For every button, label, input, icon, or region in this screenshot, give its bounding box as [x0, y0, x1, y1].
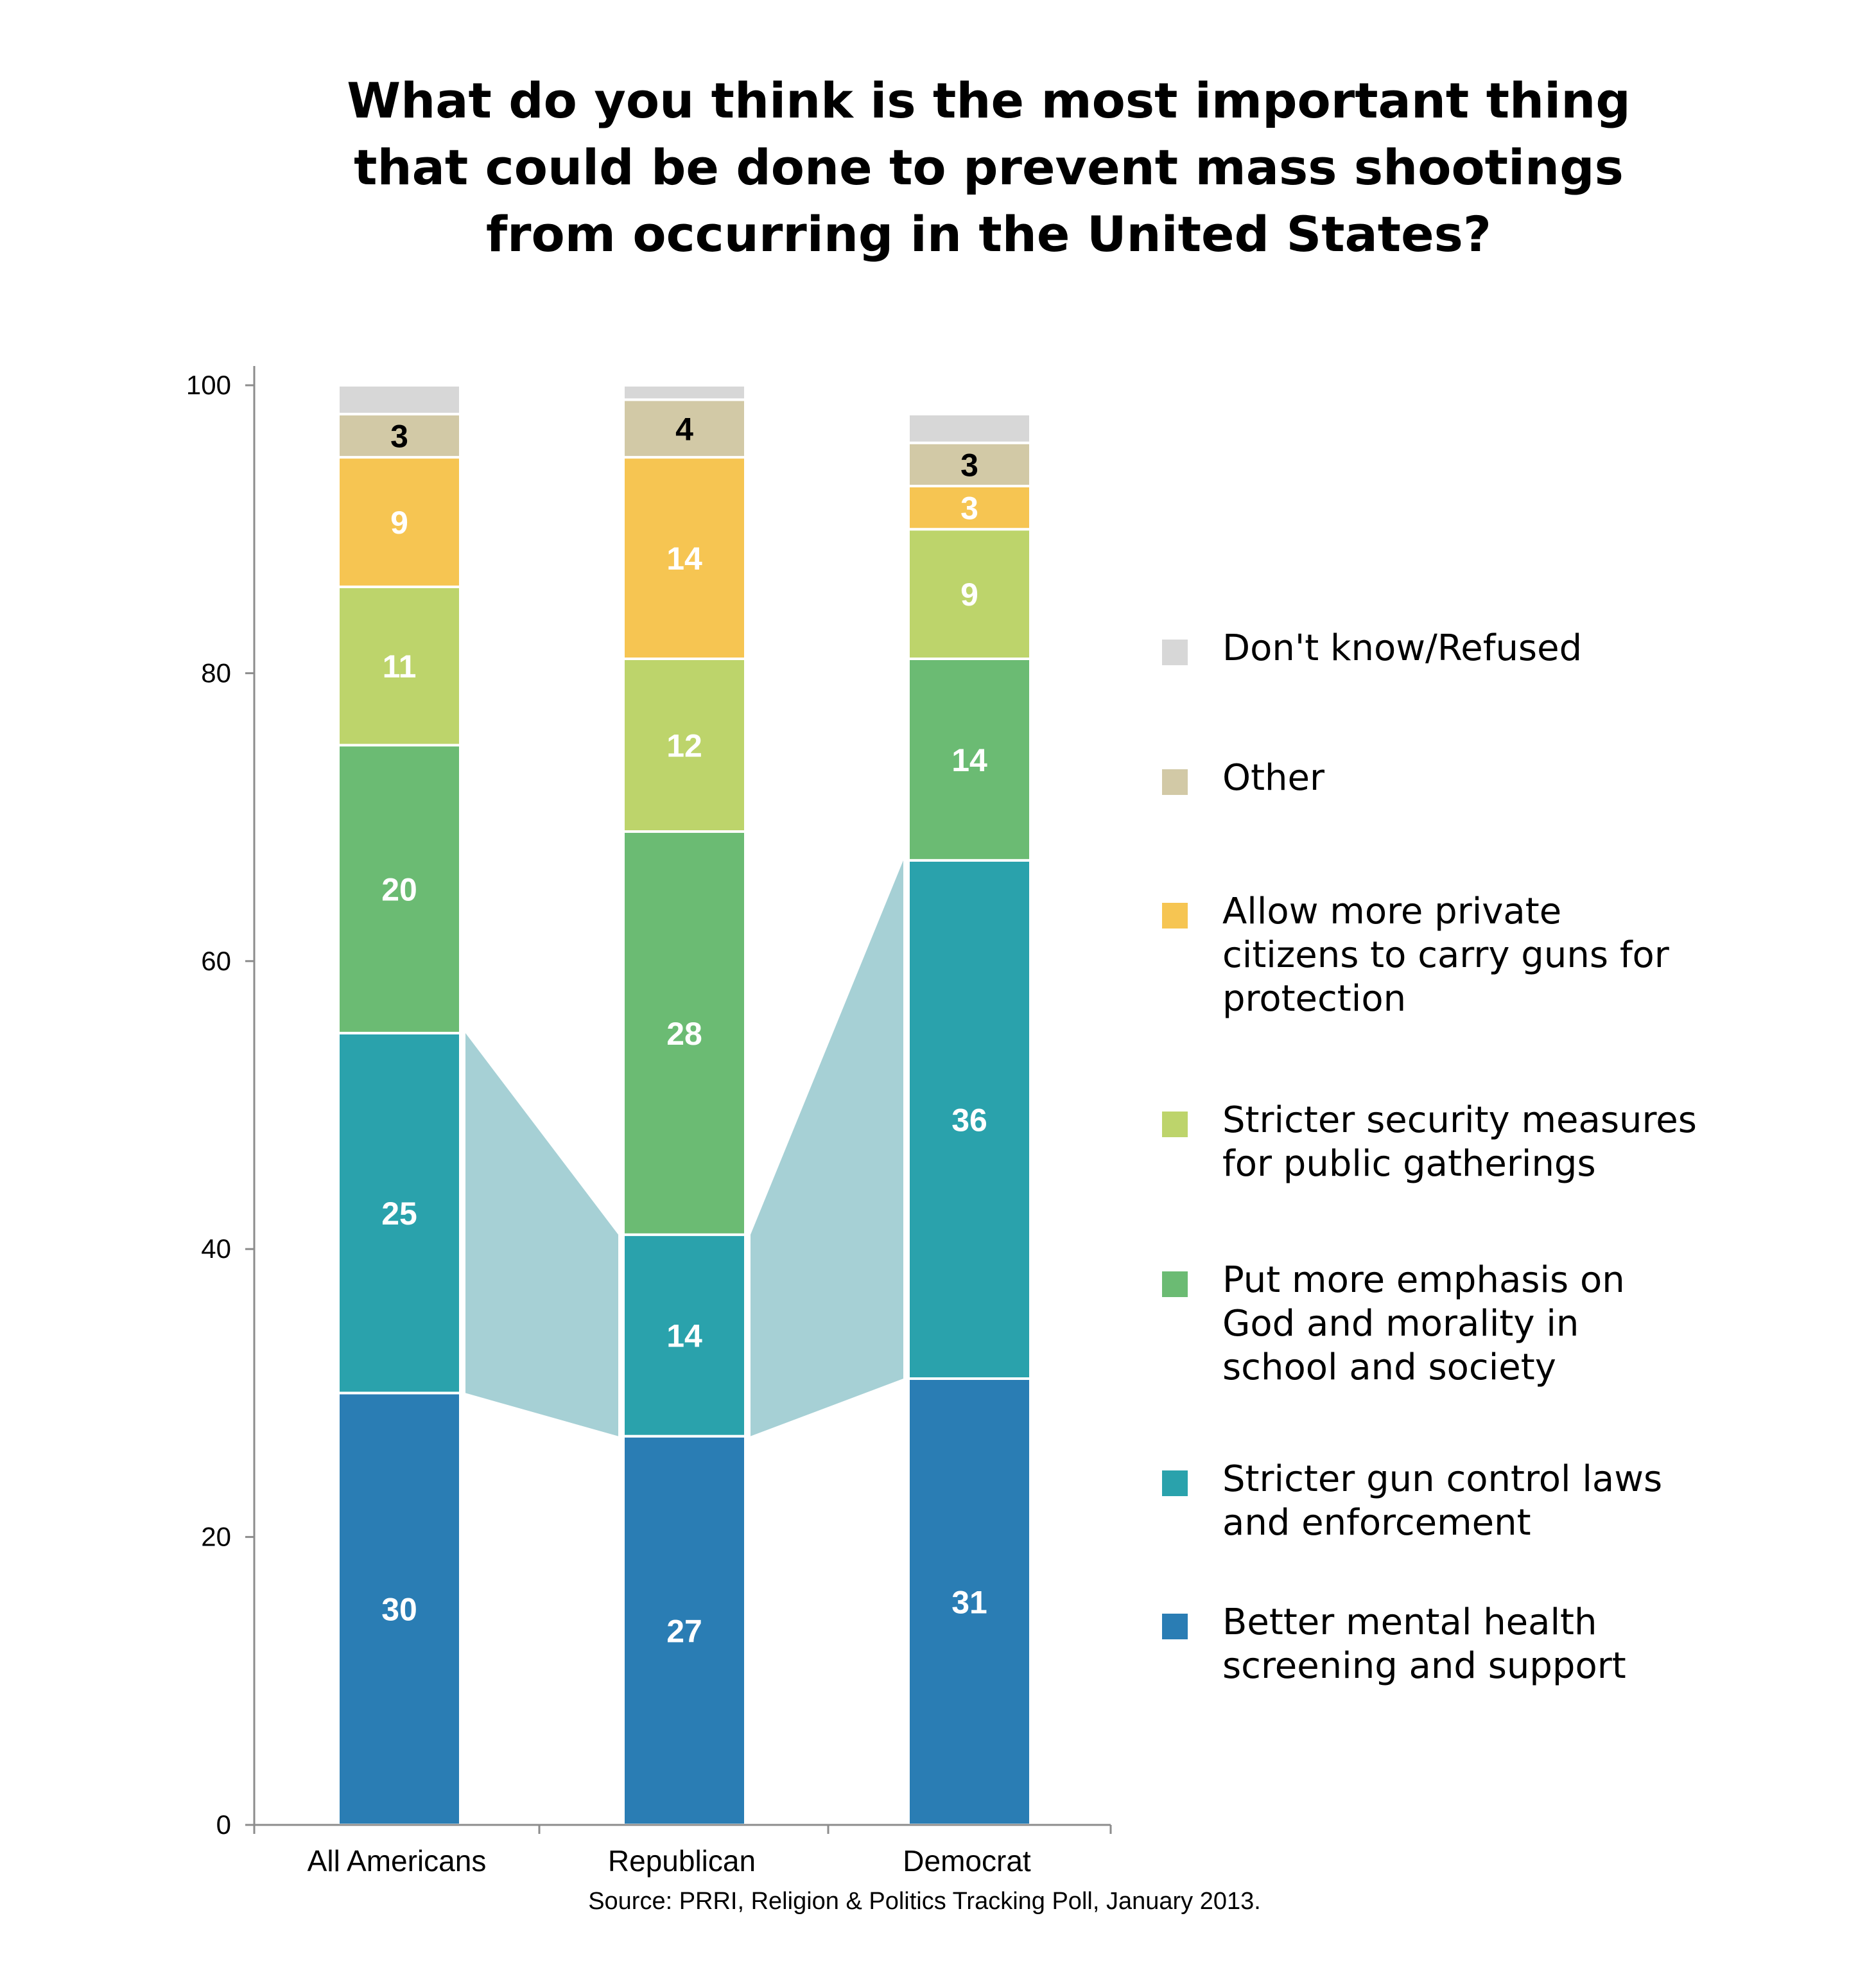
data-label: 31: [951, 1584, 987, 1620]
legend-label-line: Other: [1222, 757, 1325, 799]
bar-segment: [622, 398, 747, 459]
chart-title: What do you think is the most important …: [0, 67, 1849, 268]
chart-title-line: What do you think is the most important …: [347, 72, 1631, 129]
data-label: 30: [381, 1592, 417, 1628]
x-tick-label: All Americans: [308, 1844, 487, 1878]
legend-label-line: screening and support: [1222, 1645, 1626, 1687]
legend-swatch: [1162, 1470, 1188, 1496]
data-label: 20: [381, 872, 417, 908]
bar-segment: [907, 859, 1032, 1380]
y-tick-label: 0: [216, 1809, 231, 1840]
legend-label-line: citizens to carry guns for: [1222, 934, 1669, 976]
data-label: 36: [951, 1102, 987, 1138]
highlight-connector: [465, 1033, 618, 1436]
legend-swatch: [1162, 769, 1188, 795]
legend-label-line: protection: [1222, 978, 1407, 1020]
x-tick-label: Democrat: [903, 1844, 1031, 1878]
y-tick-label: 100: [186, 370, 231, 400]
data-label: 9: [390, 505, 408, 541]
bar-segment: [337, 1391, 462, 1826]
legend-swatch: [1162, 1271, 1188, 1297]
y-tick-label: 40: [201, 1234, 231, 1264]
data-label: 3: [390, 418, 408, 454]
data-label: 14: [666, 1318, 702, 1354]
legend-label-line: and enforcement: [1222, 1502, 1531, 1544]
legend-swatch: [1162, 640, 1188, 665]
data-label: 28: [666, 1016, 702, 1052]
legend-label-line: God and morality in: [1222, 1303, 1579, 1345]
data-label: 14: [951, 742, 987, 778]
chart-title-line: from occurring in the United States?: [485, 205, 1491, 263]
data-label: 11: [383, 649, 417, 684]
bar-segment: [907, 1377, 1032, 1826]
legend-label-line: school and society: [1222, 1347, 1556, 1388]
bar-segment: [622, 830, 747, 1236]
data-label: 14: [666, 541, 702, 577]
legend-label: Other: [1222, 756, 1800, 800]
bar-segment: [622, 384, 747, 401]
bar-segment: [337, 585, 462, 747]
legend-label: Put more emphasis on God and morality in s…: [1222, 1259, 1800, 1390]
legend-swatch: [1162, 1614, 1188, 1639]
y-tick-label: 60: [201, 946, 231, 976]
legend-label-line: Don't know/Refused: [1222, 627, 1583, 669]
y-tick-label: 80: [201, 658, 231, 688]
bar-segment: [907, 441, 1032, 487]
source-note: Source: PRRI, Religion & Politics Tracki…: [588, 1888, 1261, 1915]
legend-swatch: [1162, 1112, 1188, 1137]
bar-segment: [337, 744, 462, 1034]
bar-segment: [907, 412, 1032, 444]
legend-label-line: Allow more private: [1222, 891, 1562, 932]
legend-label: Better mental health screening and suppor…: [1222, 1601, 1800, 1688]
legend-label-line: for public gatherings: [1222, 1143, 1596, 1185]
chart-title-line: that could be done to prevent mass shoot…: [354, 139, 1624, 196]
legend-swatch: [1162, 903, 1188, 929]
highlight-connector: [751, 860, 903, 1436]
data-label: 4: [675, 411, 693, 447]
bar-segment: [622, 1233, 747, 1438]
data-label: 3: [960, 447, 978, 483]
x-tick-label: Republican: [608, 1844, 756, 1878]
legend-label: Stricter security measures for public gat…: [1222, 1099, 1800, 1186]
legend-label-line: Stricter gun control laws: [1222, 1458, 1663, 1500]
data-label: 12: [666, 728, 702, 764]
data-label: 27: [666, 1613, 702, 1649]
bar-segment: [907, 528, 1032, 660]
legend-label-line: Stricter security measures: [1222, 1099, 1697, 1141]
bar-segment: [622, 456, 747, 660]
data-label: 3: [960, 491, 978, 527]
legend-label: Stricter gun control laws and enforcement: [1222, 1458, 1800, 1545]
legend-label: Don't know/Refused: [1222, 627, 1800, 670]
bar-segment: [622, 1434, 747, 1826]
data-label: 25: [381, 1196, 417, 1232]
legend-label-line: Better mental health: [1222, 1601, 1597, 1643]
y-tick-label: 20: [201, 1522, 231, 1552]
bar-segment: [337, 384, 462, 415]
legend-label-line: Put more emphasis on: [1222, 1259, 1625, 1301]
data-label: 9: [960, 577, 978, 613]
legend-label: Allow more private citizens to carry guns…: [1222, 890, 1800, 1021]
